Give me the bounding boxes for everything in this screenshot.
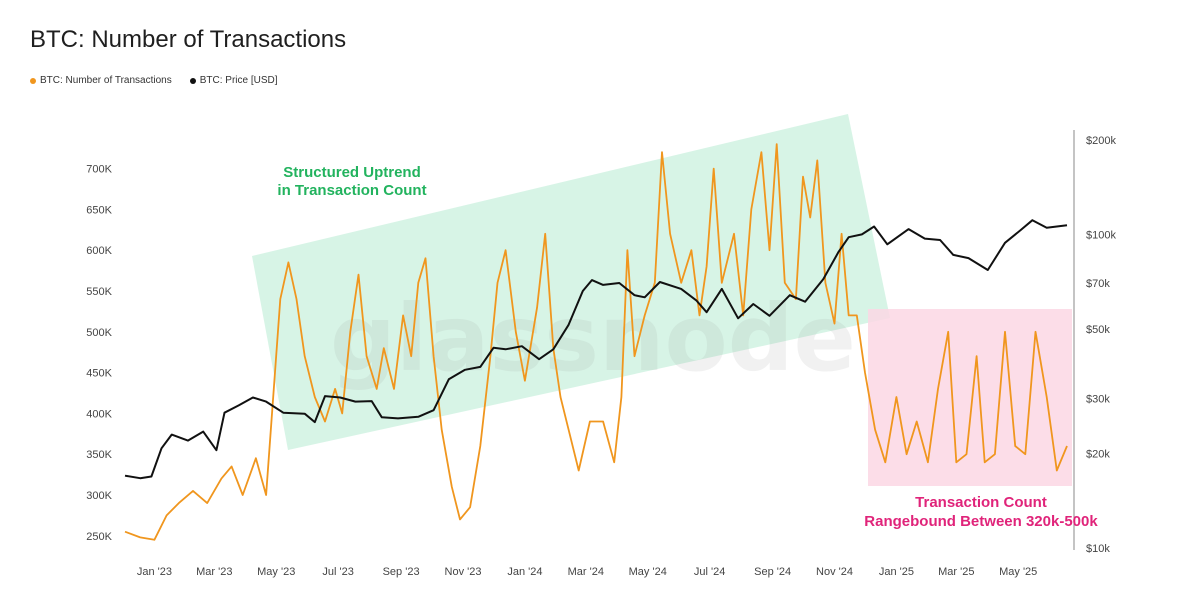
chart-legend: BTC: Number of Transactions BTC: Price [… (30, 75, 278, 86)
x-tick-label: Sep '23 (383, 566, 420, 578)
y-right-tick-label: $200k (1086, 135, 1116, 147)
range-annotation-line2: Rangebound Between 320k-500k (864, 513, 1098, 530)
y-left-tick-label: 250K (86, 531, 112, 543)
legend-swatch-transactions (30, 77, 36, 84)
watermark: glassnode (330, 285, 856, 392)
legend-label-price: BTC: Price [USD] (199, 75, 278, 86)
y-left-tick-label: 600K (86, 245, 112, 257)
x-tick-label: Jan '23 (137, 566, 172, 578)
y-left-tick-label: 550K (86, 286, 112, 298)
x-tick-label: Nov '23 (445, 566, 482, 578)
uptrend-annotation-line2: in Transaction Count (277, 182, 426, 199)
y-axis-right: $10k $20k $30k $50k $70k $100k $200k (1086, 135, 1116, 555)
y-right-tick-label: $100k (1086, 229, 1116, 241)
y-left-tick-label: 300K (86, 490, 112, 502)
range-annotation-line1: Transaction Count (915, 494, 1047, 511)
x-tick-label: Mar '24 (568, 566, 604, 578)
x-tick-label: May '25 (999, 566, 1037, 578)
series-layer (124, 143, 1068, 541)
x-tick-label: Jul '23 (322, 566, 353, 578)
x-tick-label: Nov '24 (816, 566, 853, 578)
x-tick-label: Mar '25 (938, 566, 974, 578)
y-axis-left: 250K 300K 350K 400K 450K 500K 550K 600K 650K 700K (86, 164, 112, 543)
x-tick-label: Mar '23 (196, 566, 232, 578)
uptrend-annotation-line1: Structured Uptrend (283, 164, 421, 181)
legend-item-transactions[interactable]: BTC: Number of Transactions (30, 75, 172, 86)
x-tick-label: Jul '24 (694, 566, 725, 578)
x-tick-label: Sep '24 (754, 566, 791, 578)
y-right-tick-label: $70k (1086, 278, 1110, 290)
transactions-line (124, 143, 1068, 541)
legend-swatch-price (189, 77, 196, 84)
y-left-tick-label: 350K (86, 449, 112, 461)
x-axis: Jan '23 Mar '23 May '23 Jul '23 Sep '23 Nov '… (137, 566, 1037, 578)
uptrend-channel (252, 114, 890, 450)
y-left-tick-label: 450K (86, 368, 112, 380)
y-right-tick-label: $50k (1086, 324, 1110, 336)
y-right-tick-label: $20k (1086, 449, 1110, 461)
chart-title: BTC: Number of Transactions (30, 26, 347, 53)
x-tick-label: Jan '24 (507, 566, 542, 578)
legend-item-price[interactable]: BTC: Price [USD] (189, 75, 278, 86)
y-left-tick-label: 700K (86, 164, 112, 176)
price-line (124, 219, 1068, 480)
y-left-tick-label: 400K (86, 408, 112, 420)
rangebound-box (868, 309, 1072, 486)
y-left-tick-label: 650K (86, 204, 112, 216)
y-right-tick-label: $10k (1086, 543, 1110, 555)
x-tick-label: May '24 (629, 566, 667, 578)
y-left-tick-label: 500K (86, 327, 112, 339)
y-right-tick-label: $30k (1086, 393, 1110, 405)
x-tick-label: May '23 (257, 566, 295, 578)
x-tick-label: Jan '25 (879, 566, 914, 578)
legend-label-transactions: BTC: Number of Transactions (40, 75, 172, 86)
